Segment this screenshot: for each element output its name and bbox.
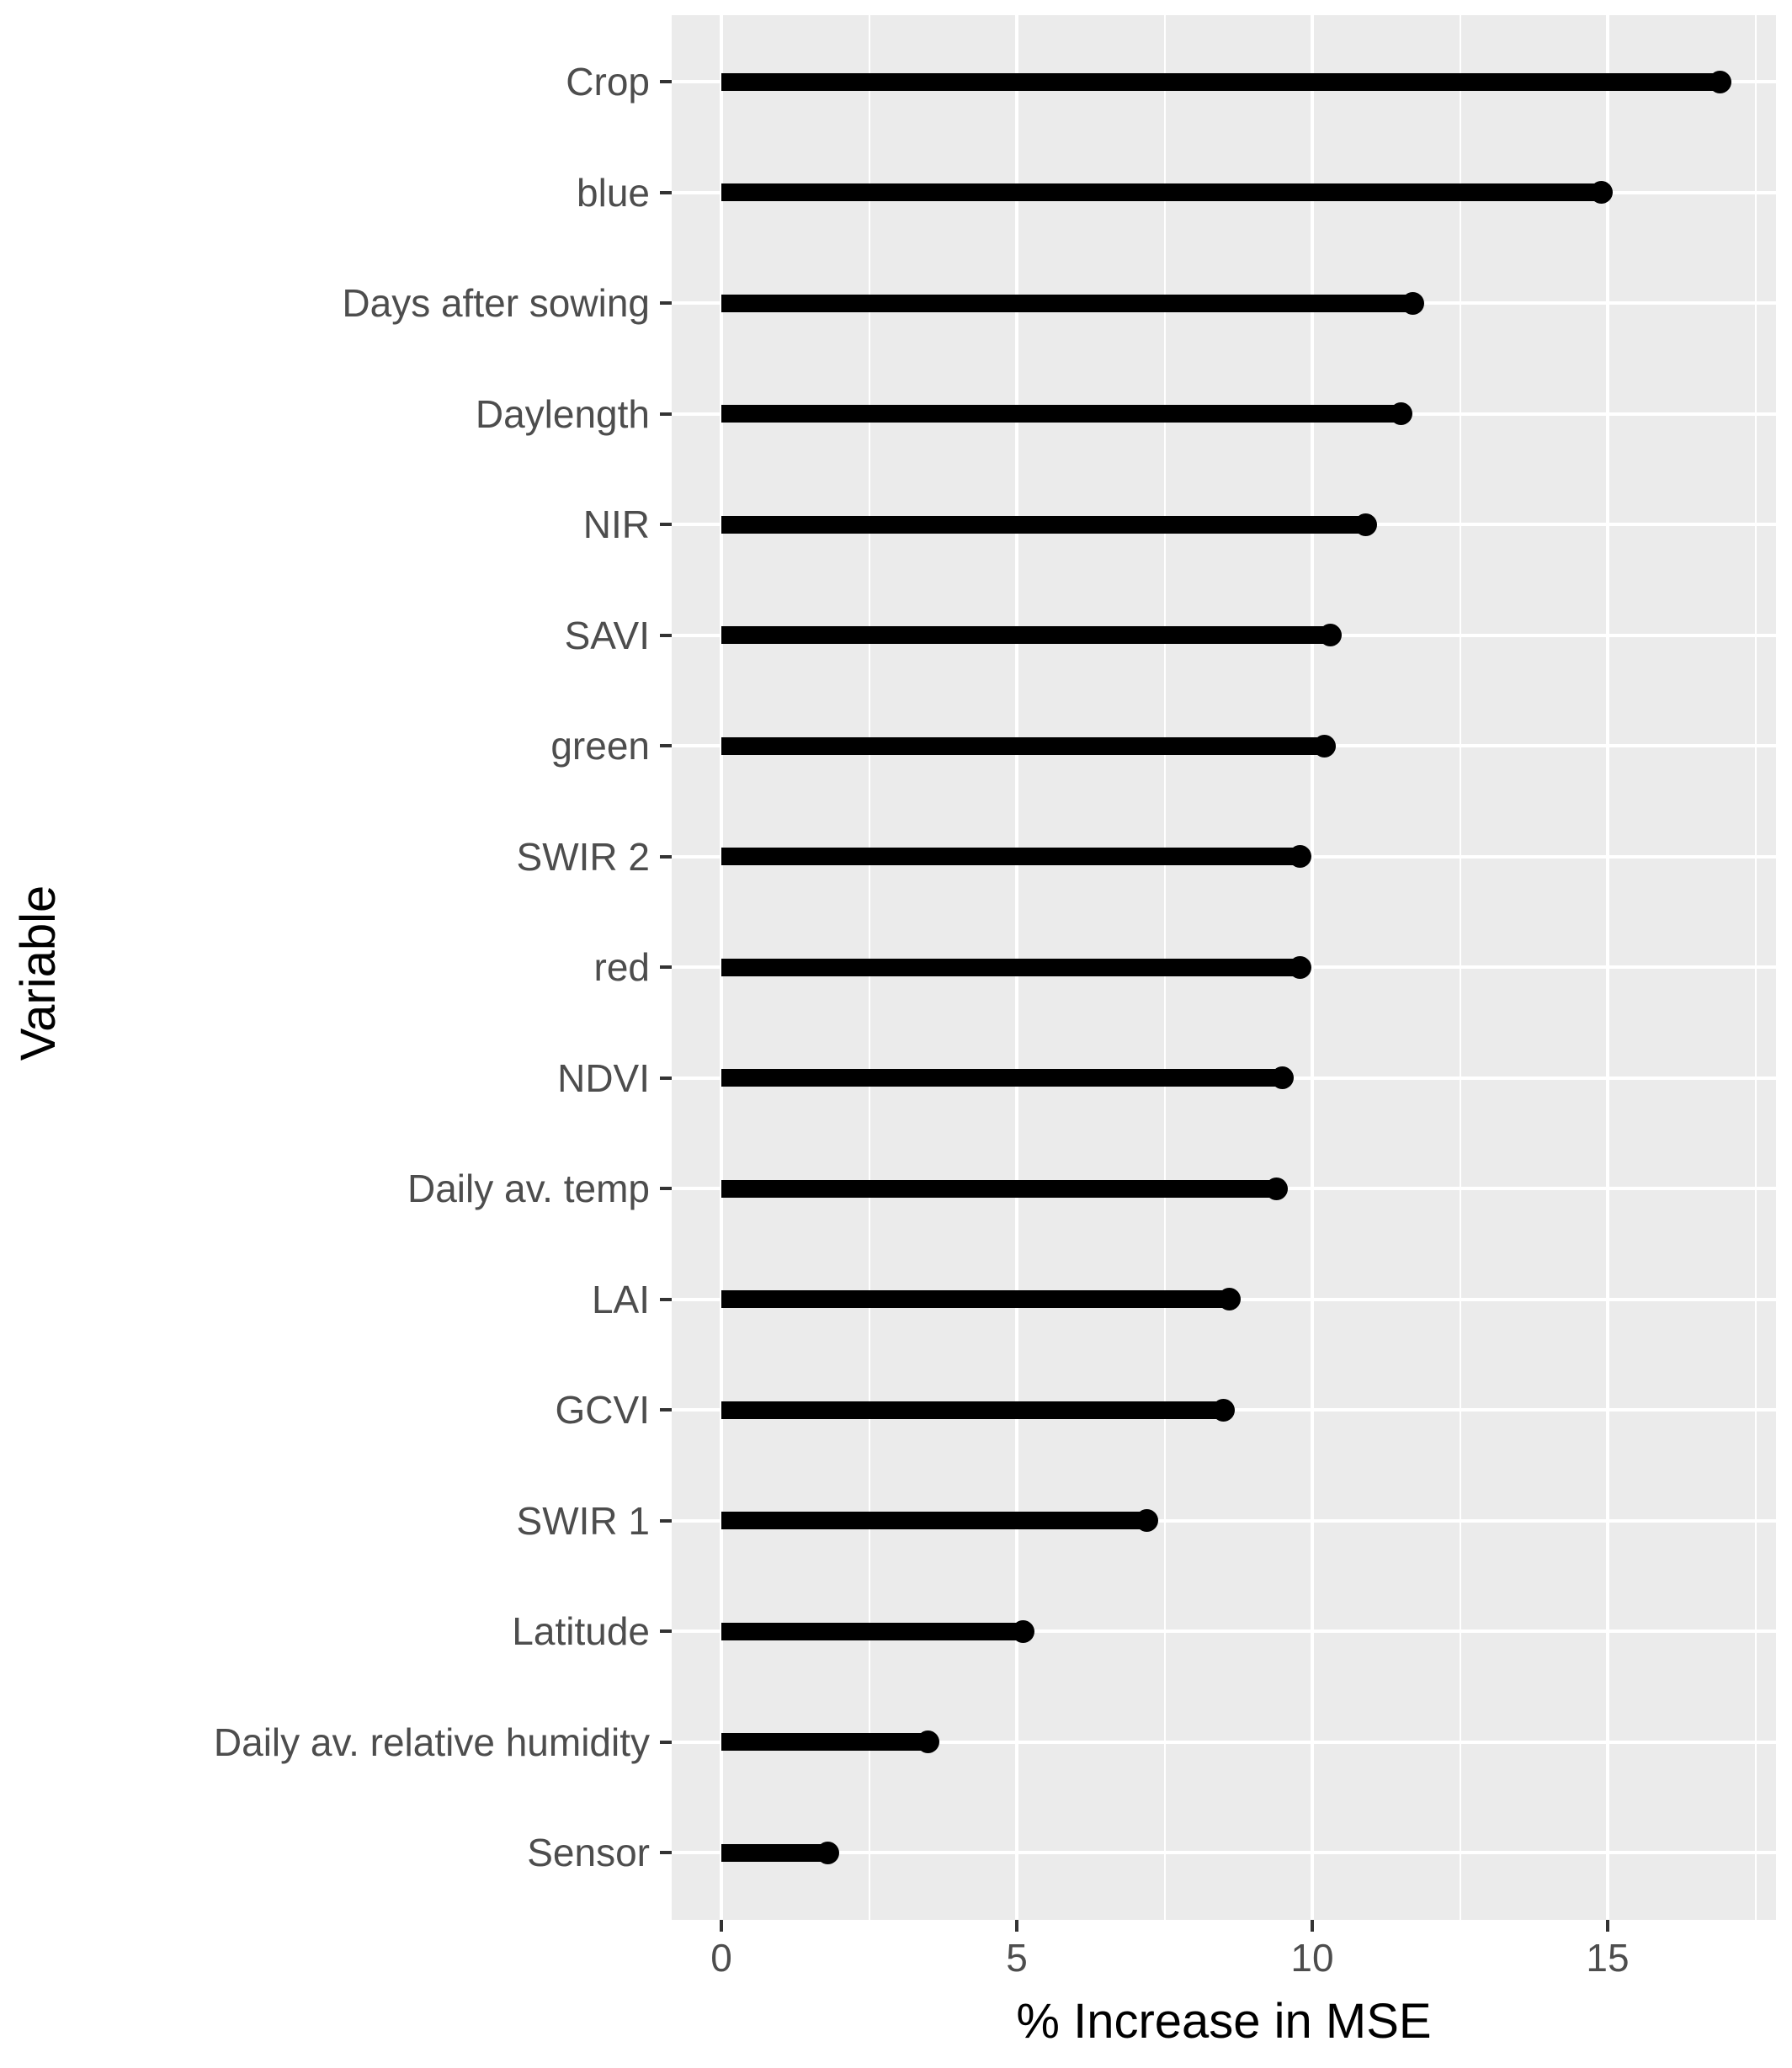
x-tick-mark <box>1311 1920 1314 1932</box>
y-tick-label-daylength: Daylength <box>475 391 650 436</box>
bar-end-cap <box>917 1730 940 1753</box>
y-tick-mark <box>660 190 672 194</box>
row-gridline <box>672 1740 1776 1744</box>
bar-latitude <box>721 1619 1034 1643</box>
bar-end-cap <box>1389 402 1412 425</box>
y-tick-mark <box>660 1740 672 1744</box>
y-tick-label-green: green <box>550 724 650 768</box>
y-tick-mark <box>660 1851 672 1854</box>
x-tick-mark <box>720 1920 723 1932</box>
bar-end-cap <box>1212 1398 1236 1422</box>
bar-end-cap <box>1289 845 1312 868</box>
bar-gcvi <box>721 1398 1236 1422</box>
row-gridline <box>672 1629 1776 1633</box>
y-tick-mark <box>660 744 672 747</box>
bar-daily-av-relative-humidity <box>721 1730 940 1753</box>
y-tick-mark <box>660 80 672 83</box>
bar-red <box>721 955 1312 979</box>
bar-end-cap <box>1353 513 1377 536</box>
y-tick-label-savi: SAVI <box>564 613 650 657</box>
bar-swir-1 <box>721 1509 1158 1532</box>
x-tick-label-15: 15 <box>1586 1936 1630 1980</box>
bar-end-cap <box>1708 70 1731 93</box>
bar-end-cap <box>1271 1066 1295 1089</box>
x-tick-mark <box>1015 1920 1018 1932</box>
y-tick-mark <box>660 1629 672 1633</box>
bar-ndvi <box>721 1066 1295 1089</box>
y-tick-label-red: red <box>593 945 650 989</box>
y-tick-mark <box>660 1187 672 1190</box>
bar-end-cap <box>1265 1177 1289 1200</box>
y-tick-label-daily-av-temp: Daily av. temp <box>407 1167 650 1210</box>
y-tick-label-swir-1: SWIR 1 <box>516 1498 650 1543</box>
bar-savi <box>721 624 1342 646</box>
bar-crop <box>721 70 1731 93</box>
bar-daily-av-temp <box>721 1177 1289 1200</box>
bar-end-cap <box>1218 1288 1242 1310</box>
bar-daylength <box>721 402 1412 425</box>
x-tick-label-0: 0 <box>710 1936 732 1980</box>
bar-end-cap <box>1318 624 1342 646</box>
x-tick-label-5: 5 <box>1006 1936 1028 1980</box>
bar-end-cap <box>1590 181 1614 204</box>
bar-blue <box>721 181 1614 204</box>
y-tick-label-lai: LAI <box>591 1277 650 1321</box>
bar-end-cap <box>1289 955 1312 979</box>
x-tick-mark <box>1606 1920 1609 1932</box>
y-tick-label-ndvi: NDVI <box>557 1055 650 1100</box>
plot-panel <box>672 15 1776 1920</box>
y-tick-label-swir-2: SWIR 2 <box>516 834 650 879</box>
y-tick-mark <box>660 854 672 859</box>
bar-end-cap <box>1135 1509 1158 1532</box>
bar-green <box>721 734 1336 758</box>
y-tick-label-latitude: Latitude <box>512 1609 650 1653</box>
y-tick-mark <box>660 965 672 969</box>
bar-end-cap <box>1401 291 1424 315</box>
bar-days-after-sowing <box>721 291 1424 315</box>
y-tick-mark <box>660 1297 672 1301</box>
row-gridline <box>672 1851 1776 1854</box>
y-tick-mark <box>660 1408 672 1411</box>
y-tick-label-sensor: Sensor <box>527 1831 650 1874</box>
bar-swir-2 <box>721 845 1312 868</box>
y-tick-label-blue: blue <box>577 170 650 215</box>
bar-nir <box>721 513 1377 536</box>
x-axis-title: % Increase in MSE <box>1016 1994 1432 2049</box>
y-tick-mark <box>660 301 672 305</box>
y-tick-label-gcvi: GCVI <box>555 1388 650 1432</box>
bar-end-cap <box>1312 734 1336 758</box>
y-tick-mark <box>660 1076 672 1080</box>
row-gridline <box>672 1518 1776 1523</box>
y-tick-label-days-after-sowing: Days after sowing <box>342 281 650 325</box>
y-tick-mark <box>660 1518 672 1523</box>
y-tick-label-daily-av-relative-humidity: Daily av. relative humidity <box>213 1720 650 1764</box>
y-tick-mark <box>660 523 672 526</box>
bar-sensor <box>721 1841 839 1864</box>
y-tick-label-crop: Crop <box>566 60 650 104</box>
y-tick-mark <box>660 412 672 416</box>
bar-end-cap <box>1011 1619 1034 1643</box>
bar-lai <box>721 1288 1242 1310</box>
y-tick-label-nir: NIR <box>582 502 650 546</box>
x-tick-label-10: 10 <box>1290 1936 1334 1980</box>
bar-end-cap <box>816 1841 839 1864</box>
y-tick-mark <box>660 633 672 637</box>
